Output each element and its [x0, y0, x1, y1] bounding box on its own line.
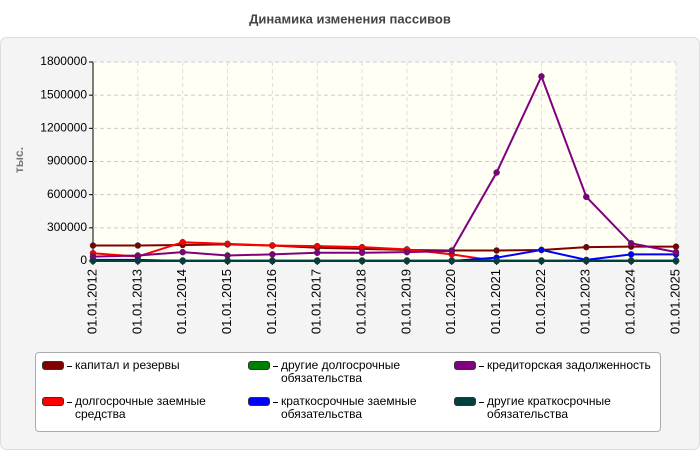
x-tick-label: 01.01.2023	[578, 269, 593, 334]
legend-label: другие долгосрочные обязательства	[281, 358, 401, 385]
point	[358, 249, 366, 256]
point	[627, 251, 635, 258]
point	[134, 242, 142, 249]
y-tick-label: 0	[80, 253, 87, 267]
legend-swatch	[454, 397, 476, 406]
y-tick-label: 1800000	[40, 54, 87, 68]
legend-label: долгосрочные заемные средства	[75, 394, 206, 421]
x-tick-label: 01.01.2015	[219, 269, 234, 334]
point	[583, 243, 590, 251]
x-tick-label: 01.01.2013	[129, 269, 144, 334]
x-tick-label: 01.01.2014	[174, 269, 189, 334]
y-tick-label: 1500000	[40, 87, 87, 101]
point	[672, 248, 680, 256]
point	[179, 248, 186, 256]
y-axis-label: тыс.	[12, 147, 26, 173]
legend-swatch	[42, 361, 64, 370]
point	[358, 257, 366, 265]
y-tick-label: 1200000	[40, 121, 87, 135]
point	[179, 257, 186, 265]
point	[627, 257, 635, 265]
point	[313, 242, 321, 250]
y-tick-label: 900000	[47, 154, 87, 168]
legend-item: капитал и резервы	[42, 359, 248, 393]
legend-item: краткосрочные заемные обязательства	[248, 395, 454, 429]
point	[269, 251, 276, 258]
chart-title: Динамика изменения пассивов	[249, 11, 451, 26]
legend-item: другие краткосрочные обязательства	[454, 395, 660, 429]
legend-swatch	[248, 397, 270, 406]
legend-item: другие долгосрочные обязательства	[248, 359, 454, 393]
point	[358, 243, 366, 251]
point	[448, 247, 456, 255]
legend-label: капитал и резервы	[75, 358, 180, 372]
x-tick-label: 01.01.2017	[309, 269, 324, 334]
point	[313, 249, 321, 256]
legend-label: кредиторская задолженность	[487, 358, 651, 372]
point	[627, 240, 635, 247]
x-tick-label: 01.01.2018	[354, 269, 369, 334]
legend-item: долгосрочные заемные средства	[42, 395, 248, 429]
point	[403, 257, 411, 265]
y-tick-label: 600000	[47, 187, 87, 201]
x-tick-label: 01.01.2019	[398, 269, 413, 334]
point	[179, 238, 186, 246]
legend-dash	[67, 402, 72, 403]
legend: капитал и резервы долгосрочные заемные ср…	[35, 352, 661, 432]
legend-item: кредиторская задолженность	[454, 359, 660, 393]
legend-dash	[479, 402, 484, 403]
point	[583, 193, 590, 201]
point	[269, 257, 276, 265]
legend-dash	[479, 366, 484, 367]
point	[403, 248, 411, 256]
x-tick-label: 01.01.2022	[533, 269, 548, 334]
point	[493, 247, 500, 254]
legend-dash	[273, 402, 278, 403]
series-line	[92, 73, 677, 258]
x-tick-label: 01.01.2020	[443, 269, 458, 334]
legend-swatch	[248, 361, 270, 370]
point	[134, 257, 142, 265]
legend-swatch	[454, 361, 476, 370]
legend-label: другие краткосрочные обязательства	[487, 394, 611, 421]
point	[134, 252, 142, 259]
y-tick-label: 300000	[47, 220, 87, 234]
x-tick-label: 01.01.2021	[488, 269, 503, 334]
legend-label: краткосрочные заемные обязательства	[281, 394, 417, 421]
point	[583, 257, 590, 265]
x-tick-label: 01.01.2025	[667, 269, 682, 334]
point	[224, 252, 231, 259]
point	[672, 243, 680, 250]
point	[538, 257, 545, 265]
legend-dash	[67, 366, 72, 367]
point	[89, 257, 97, 265]
point	[538, 246, 545, 254]
point	[672, 257, 680, 265]
point	[538, 73, 545, 80]
point	[224, 240, 231, 248]
point	[313, 257, 321, 265]
point	[269, 242, 276, 249]
point	[493, 169, 500, 176]
point	[493, 257, 500, 265]
point	[89, 242, 97, 249]
legend-swatch	[42, 397, 64, 406]
point	[448, 257, 456, 265]
x-tick-label: 01.01.2016	[264, 269, 279, 334]
x-tick-label: 01.01.2012	[84, 269, 99, 334]
point	[224, 257, 231, 265]
series-line	[93, 243, 676, 252]
legend-dash	[273, 366, 278, 367]
x-tick-label: 01.01.2024	[623, 269, 638, 334]
